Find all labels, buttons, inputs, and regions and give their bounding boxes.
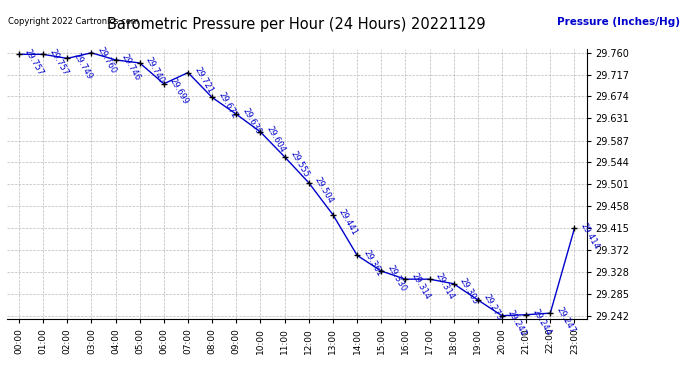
Text: 29.504: 29.504 bbox=[313, 176, 335, 205]
Text: 29.244: 29.244 bbox=[531, 308, 553, 337]
Text: 29.757: 29.757 bbox=[23, 47, 46, 77]
Text: 29.760: 29.760 bbox=[96, 45, 118, 75]
Text: 29.242: 29.242 bbox=[506, 308, 529, 338]
Text: Pressure (Inches/Hg): Pressure (Inches/Hg) bbox=[557, 17, 680, 27]
Text: 29.746: 29.746 bbox=[120, 53, 142, 82]
Text: 29.361: 29.361 bbox=[362, 248, 384, 278]
Text: 29.555: 29.555 bbox=[289, 150, 311, 179]
Text: 29.305: 29.305 bbox=[458, 276, 480, 306]
Text: Barometric Pressure per Hour (24 Hours) 20221129: Barometric Pressure per Hour (24 Hours) … bbox=[108, 17, 486, 32]
Text: 29.740: 29.740 bbox=[144, 56, 166, 85]
Text: 29.330: 29.330 bbox=[386, 264, 408, 294]
Text: 29.441: 29.441 bbox=[337, 207, 359, 237]
Text: 29.314: 29.314 bbox=[410, 272, 432, 302]
Text: 29.639: 29.639 bbox=[241, 107, 263, 136]
Text: 29.699: 29.699 bbox=[168, 76, 190, 106]
Text: Copyright 2022 Cartronics.com: Copyright 2022 Cartronics.com bbox=[8, 17, 139, 26]
Text: 29.414: 29.414 bbox=[579, 221, 601, 251]
Text: 29.757: 29.757 bbox=[48, 47, 70, 77]
Text: 29.273: 29.273 bbox=[482, 293, 504, 322]
Text: 29.721: 29.721 bbox=[193, 65, 215, 95]
Text: 29.672: 29.672 bbox=[217, 90, 239, 120]
Text: 29.604: 29.604 bbox=[265, 125, 287, 154]
Text: 29.749: 29.749 bbox=[72, 51, 94, 81]
Text: 29.247: 29.247 bbox=[555, 306, 577, 336]
Text: 29.314: 29.314 bbox=[434, 272, 456, 302]
